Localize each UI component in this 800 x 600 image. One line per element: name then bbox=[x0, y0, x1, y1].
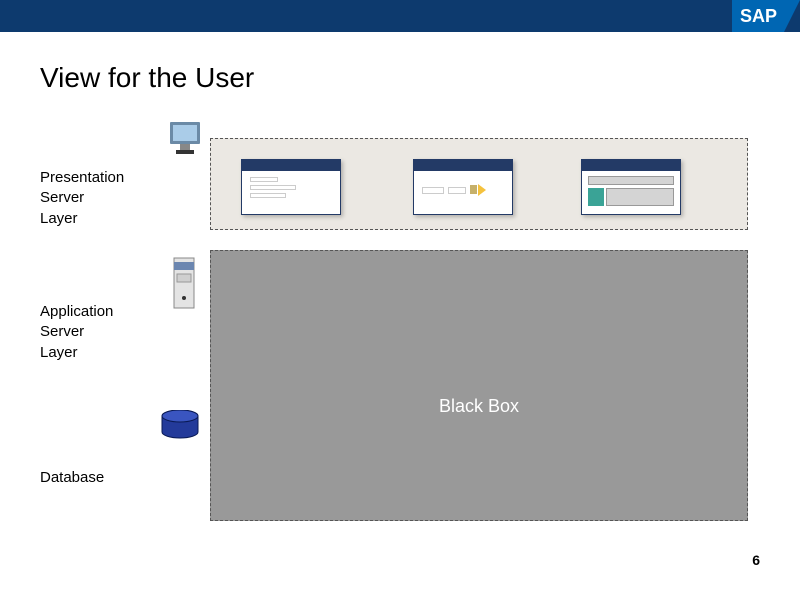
sap-logo: SAP bbox=[732, 0, 800, 32]
black-box-label: Black Box bbox=[439, 396, 519, 417]
monitor-icon bbox=[168, 120, 204, 158]
database-icon bbox=[160, 410, 200, 440]
window-titlebar bbox=[414, 160, 512, 171]
black-box-region: Black Box bbox=[210, 250, 748, 521]
label-presentation: Presentation Server Layer bbox=[40, 168, 124, 229]
ui-window-card bbox=[241, 159, 341, 215]
filter-arrow-icon bbox=[470, 183, 486, 197]
label-application: Application Server Layer bbox=[40, 302, 113, 363]
window-titlebar bbox=[242, 160, 340, 171]
server-icon bbox=[172, 256, 196, 310]
page-number: 6 bbox=[752, 552, 760, 568]
ui-window-card bbox=[413, 159, 513, 215]
svg-text:SAP: SAP bbox=[740, 6, 777, 26]
header-bar: SAP bbox=[0, 0, 800, 32]
ui-window-card bbox=[581, 159, 681, 215]
presentation-layer-box bbox=[210, 138, 748, 230]
window-titlebar bbox=[582, 160, 680, 171]
slide-title: View for the User bbox=[40, 62, 254, 94]
label-database: Database bbox=[40, 468, 104, 488]
